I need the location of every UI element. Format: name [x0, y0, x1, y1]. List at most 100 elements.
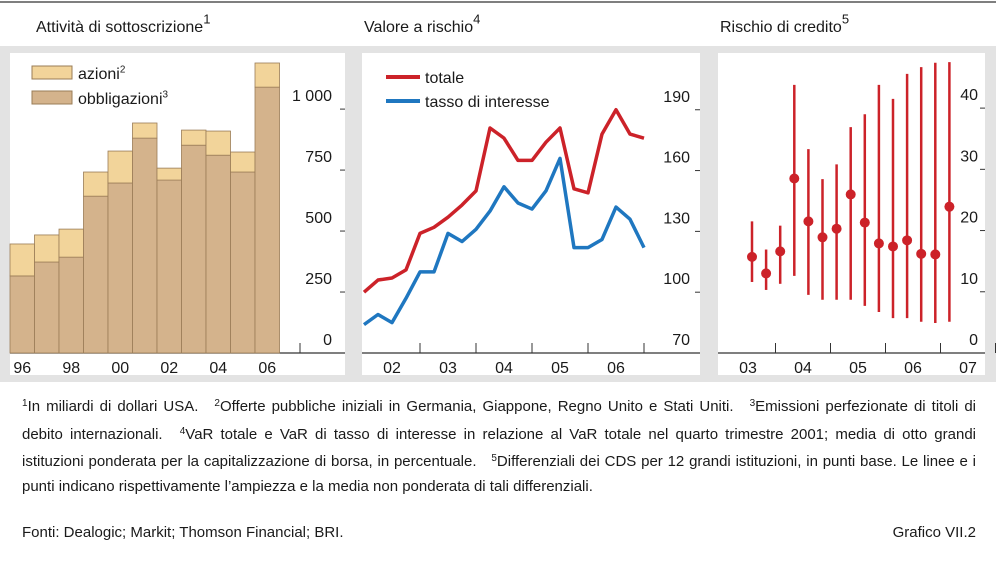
bar-segment: [83, 171, 109, 197]
chart-title-text: Rischio di credito: [720, 19, 842, 36]
y-tick-label: 750: [305, 149, 332, 166]
y-tick-label: 100: [663, 271, 690, 288]
mean-point: [944, 201, 955, 212]
bar-segment: [58, 256, 84, 354]
bar-segment: [181, 144, 207, 354]
x-tick-label: 05: [849, 360, 867, 377]
y-tick-label: 0: [323, 332, 332, 349]
legend-label: obbligazioni3: [78, 90, 169, 108]
mean-point: [902, 235, 913, 246]
x-tick-label: 02: [160, 360, 178, 377]
y-tick-label: 20: [960, 210, 978, 227]
bar-segment: [205, 130, 231, 156]
legend-label-note: 2: [120, 65, 126, 76]
bar-segment: [230, 151, 256, 173]
mean-point: [789, 173, 800, 184]
x-tick-label: 07: [959, 360, 977, 377]
line-series: [362, 108, 645, 294]
bar-segment: [34, 234, 60, 263]
footnote-text: VaR totale e VaR di tasso di interesse i…: [22, 425, 977, 471]
bar-segment: [156, 179, 182, 354]
bar-segment: [254, 86, 280, 354]
bar-segment: [9, 275, 35, 354]
line-series: [362, 156, 646, 327]
x-tick-label: 06: [904, 360, 922, 377]
mean-point: [803, 216, 814, 227]
x-tick-label: 96: [13, 360, 31, 377]
x-tick-label: 04: [209, 360, 227, 377]
chart-title-note: 5: [842, 12, 849, 27]
mean-point: [916, 248, 927, 259]
y-tick-label: 40: [960, 87, 978, 104]
figure-label: Grafico VII.2: [892, 524, 976, 541]
legend-swatch: [31, 65, 73, 80]
mean-point: [930, 249, 941, 260]
footer: Fonti: Dealogic; Markit; Thomson Financi…: [22, 524, 976, 541]
mean-point: [888, 241, 898, 252]
chart-title-text: Valore a rischio: [364, 19, 473, 36]
footnote-text: Emissioni perfezionate di titoli di debi…: [22, 398, 977, 443]
bar-segment: [181, 129, 207, 146]
bar-segment: [34, 261, 60, 354]
footnote-number: 1: [22, 398, 28, 409]
x-tick-label: 03: [739, 360, 757, 377]
chart-title-note: 4: [473, 12, 480, 27]
footnote-number: 4: [179, 425, 186, 437]
bar-segment: [156, 167, 182, 181]
x-tick-label: 06: [258, 360, 276, 377]
mean-point: [831, 223, 842, 234]
x-tick-label: 05: [551, 360, 569, 377]
footnote-number: 2: [214, 398, 220, 409]
x-tick-label: 03: [439, 360, 457, 377]
legend-label: azioni2: [78, 65, 126, 83]
legend-swatch: [31, 90, 73, 105]
bar-segment: [132, 137, 158, 354]
mean-point: [775, 246, 786, 257]
sources: Fonti: Dealogic; Markit; Thomson Financi…: [22, 524, 344, 541]
y-tick-label: 1 000: [292, 88, 332, 105]
mean-point: [845, 189, 856, 200]
chart-title: Rischio di credito5: [720, 12, 849, 36]
legend-label: totale: [425, 70, 464, 87]
plot-area: [362, 53, 700, 375]
bar-segment: [9, 243, 35, 277]
mean-point: [817, 232, 828, 243]
y-tick-label: 250: [305, 271, 332, 288]
bar-segment: [132, 122, 158, 139]
chart-title: Attività di sottoscrizione1: [36, 12, 210, 36]
footnote-number: 5: [491, 453, 497, 464]
mean-point: [873, 238, 884, 249]
footnote-number: 3: [749, 398, 756, 409]
y-tick-label: 130: [663, 210, 690, 227]
bar-segment: [107, 182, 133, 354]
legend-label-note: 3: [163, 90, 169, 101]
y-tick-label: 70: [672, 332, 690, 349]
legend-label-text: obbligazioni: [78, 91, 163, 108]
bar-segment: [107, 150, 133, 184]
legend-label: tasso di interesse: [425, 94, 550, 111]
y-tick-label: 160: [663, 150, 690, 167]
y-tick-label: 500: [305, 210, 332, 227]
footnote-text: In miliardi di dollari USA.: [27, 398, 199, 415]
y-tick-label: 10: [960, 271, 978, 288]
x-tick-label: 98: [62, 360, 80, 377]
bar-segment: [83, 195, 109, 354]
footnotes: 1In miliardi di dollari USA. 2Offerte pu…: [22, 392, 976, 499]
y-tick-label: 30: [960, 148, 978, 165]
footnote-text: Differenziali dei CDS per 12 grandi isti…: [22, 453, 977, 495]
y-tick-label: 0: [969, 332, 978, 349]
bar-segment: [205, 154, 231, 354]
chart-title: Valore a rischio4: [364, 12, 480, 36]
x-tick-label: 04: [794, 360, 812, 377]
y-tick-label: 190: [663, 89, 690, 106]
bar-segment: [230, 171, 256, 354]
mean-point: [859, 217, 870, 228]
x-tick-label: 04: [495, 360, 513, 377]
footnote-text: Offerte pubbliche iniziali in Germania, …: [219, 398, 734, 415]
chart-title-text: Attività di sottoscrizione: [36, 19, 203, 36]
bar-segment: [254, 62, 280, 88]
x-tick-label: 00: [111, 360, 129, 377]
x-tick-label: 06: [607, 360, 625, 377]
